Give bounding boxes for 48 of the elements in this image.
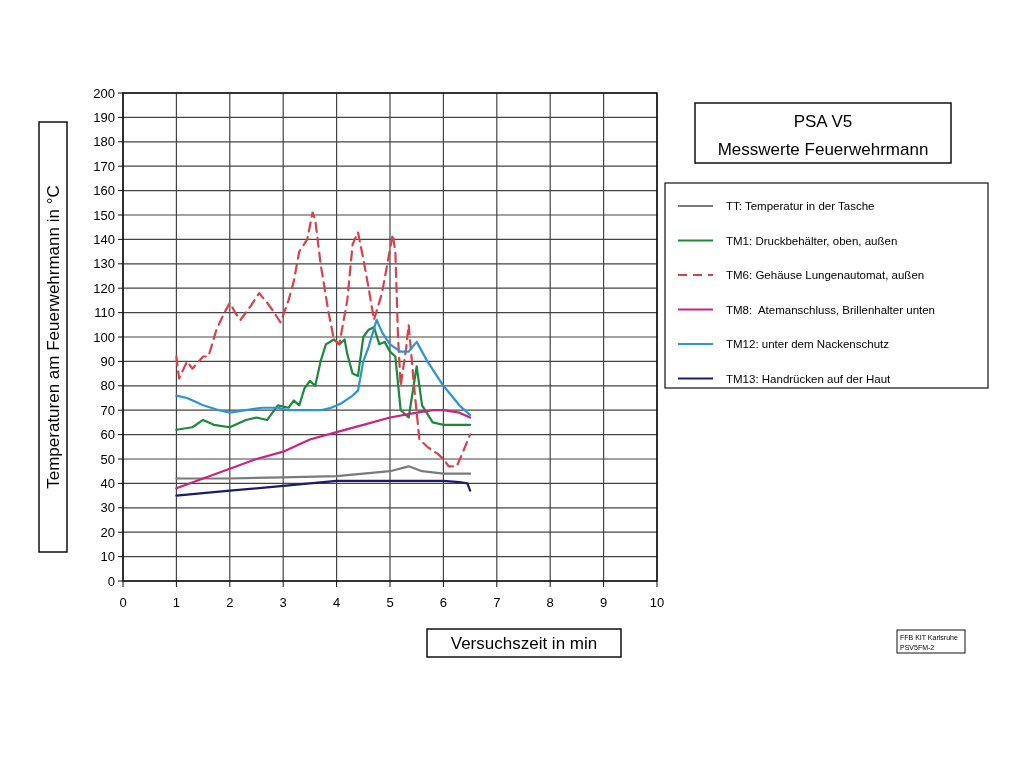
y-tick-label: 10 [100, 549, 115, 565]
x-tick-label: 3 [279, 595, 287, 610]
line-series [175, 326, 472, 431]
line-series [175, 409, 472, 490]
y-tick-label: 190 [93, 109, 115, 125]
y-tick-label: 0 [107, 573, 115, 589]
line-series [175, 211, 472, 468]
text: Messwerte Feuerwehrmann [717, 140, 929, 159]
y-tick-label: 170 [93, 158, 115, 174]
legend-label: TM6: Gehäuse Lungenautomat, außen [726, 269, 925, 281]
legend-label: TM13: Handrücken auf der Haut [726, 372, 892, 385]
x-tick-label: 8 [546, 595, 554, 610]
y-tick-label: 90 [100, 353, 115, 369]
y-tick-label: 20 [100, 524, 115, 540]
y-tick-label: 120 [93, 280, 115, 296]
x-tick-label: 5 [386, 595, 394, 610]
legend-label: TT: Temperatur in der Tasche [726, 200, 875, 212]
y-tick-label: 70 [100, 402, 115, 418]
y-tick-label: 140 [93, 231, 115, 247]
y-tick-label: 30 [100, 500, 115, 516]
x-tick-label: 0 [119, 595, 127, 610]
x-tick-label: 1 [172, 595, 181, 610]
x-tick-label: 6 [439, 595, 448, 610]
text: PSA V5 [793, 112, 853, 131]
y-tick-label: 150 [93, 207, 115, 223]
legend-label: TM8: Atemanschluss, Brillenhalter unten [726, 303, 936, 316]
legend-label: TM12: unter dem Nackenschutz [726, 338, 890, 350]
x-tick-label: 4 [332, 595, 341, 610]
y-tick-label: 40 [100, 475, 115, 491]
line-series [175, 479, 472, 497]
y-tick-label: 110 [94, 305, 115, 321]
x-tick-label: 7 [493, 595, 501, 610]
y-tick-label: 200 [93, 85, 115, 101]
y-tick-label: 130 [93, 256, 115, 272]
legend-label: TM1: Druckbehälter, oben, außen [726, 234, 898, 247]
y-tick-label: 100 [93, 329, 115, 345]
line-series [175, 318, 472, 417]
x-axis-title: Versuchszeit in min [450, 634, 598, 653]
y-tick-label: 50 [100, 451, 115, 467]
y-tick-label: 80 [100, 378, 115, 394]
y-tick-label: 180 [93, 134, 115, 150]
x-tick-label: 2 [226, 595, 234, 610]
x-tick-label: 9 [599, 595, 608, 610]
y-tick-label: 160 [93, 183, 115, 199]
y-axis-title: Temperaturen am Feuerwehrmann in °C [44, 185, 63, 489]
x-tick-label: 10 [649, 595, 665, 610]
y-tick-label: 60 [100, 427, 115, 443]
line-series [175, 465, 472, 480]
